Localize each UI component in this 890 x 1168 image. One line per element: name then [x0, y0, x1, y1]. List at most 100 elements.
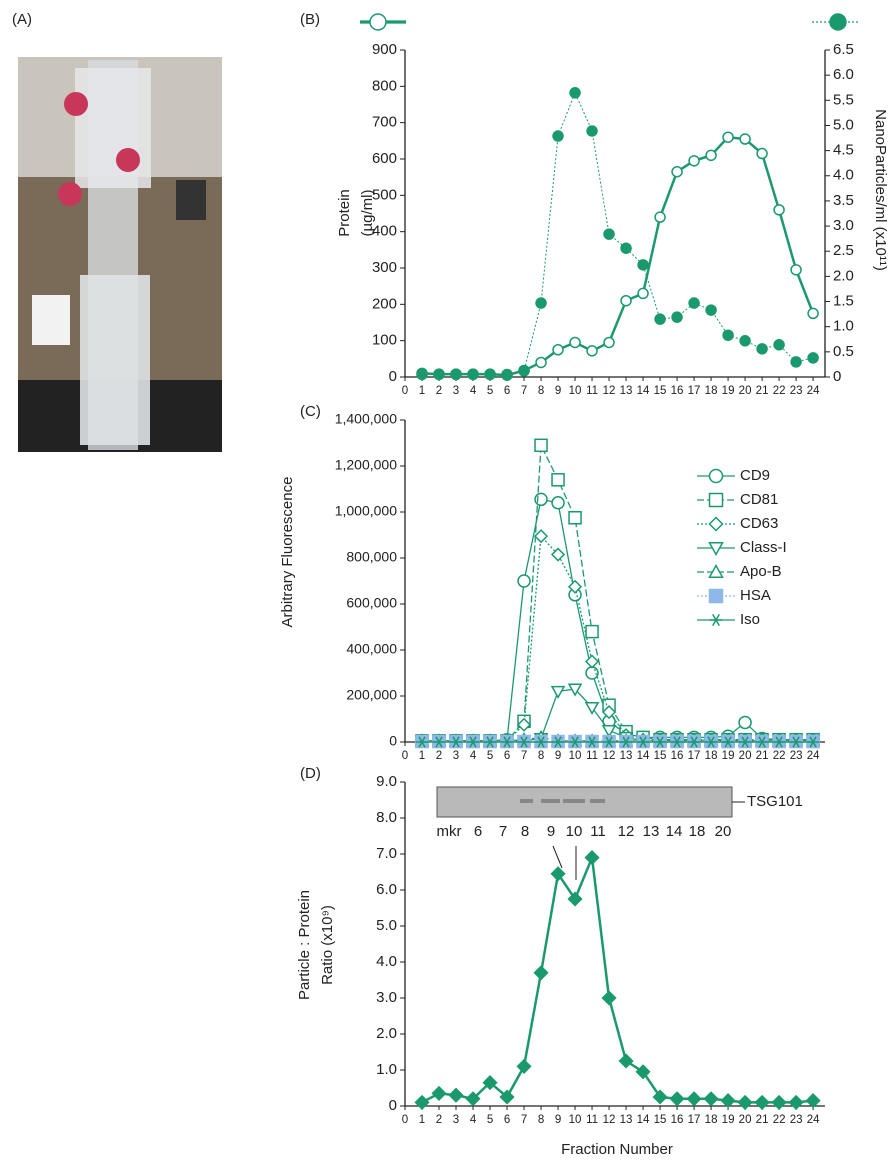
x-tick-label: 13: [620, 385, 633, 397]
marker: [756, 1096, 769, 1109]
x-tick-label: 12: [603, 1114, 616, 1126]
x-tick-label: 19: [722, 1114, 735, 1126]
x-tick-label: 8: [538, 385, 544, 397]
y-axis-label: Ratio (x10⁹): [319, 905, 336, 985]
y2-tick-label: 1.0: [833, 318, 854, 335]
x-tick-label: 10: [569, 750, 582, 762]
x-tick-label: 16: [671, 750, 684, 762]
x-tick-label: 16: [671, 385, 684, 397]
photo-clamp: [64, 92, 88, 116]
marker: [808, 308, 818, 318]
x-tick-label: 1: [419, 385, 425, 397]
x-tick-label: 18: [705, 1114, 718, 1126]
lane-label: 10: [566, 823, 583, 840]
marker: [535, 966, 548, 979]
marker: [553, 131, 563, 141]
marker: [706, 150, 716, 160]
series-line: [422, 137, 813, 375]
photo-reservoir: [75, 68, 151, 188]
y-tick-label: 4.0: [376, 953, 397, 970]
x-tick-label: 15: [654, 750, 667, 762]
x-tick-label: 6: [504, 385, 510, 397]
x-tick-label: 23: [790, 385, 803, 397]
marker: [774, 340, 784, 350]
y2-tick-label: 2.5: [833, 242, 854, 259]
y-tick-label: 800,000: [346, 549, 397, 565]
marker: [710, 470, 723, 483]
y-axis-label: Particle : Protein: [296, 890, 313, 1000]
lane-label: 6: [474, 823, 482, 840]
blot-label: TSG101: [747, 793, 803, 810]
marker: [710, 518, 723, 531]
marker: [370, 14, 386, 30]
y2-tick-label: 0: [833, 368, 841, 385]
y-tick-label: 100: [372, 332, 397, 349]
y-tick-label: 1,400,000: [335, 411, 397, 427]
y-axis-label: (µg/ml): [359, 190, 376, 237]
blot-band: [520, 799, 533, 803]
marker: [451, 369, 461, 379]
marker: [655, 314, 665, 324]
x-tick-label: 17: [688, 1114, 701, 1126]
x-tick-label: 2: [436, 750, 442, 762]
series-line: [422, 689, 813, 741]
x-tick-label: 22: [773, 750, 786, 762]
x-tick-label: 0: [402, 750, 408, 762]
x-tick-label: 22: [773, 1114, 786, 1126]
x-tick-label: 13: [620, 750, 633, 762]
marker: [621, 296, 631, 306]
legend-label: CD63: [740, 515, 778, 532]
marker: [570, 88, 580, 98]
panel-label: (B): [300, 11, 320, 28]
y2-tick-label: 0.5: [833, 343, 854, 360]
marker: [710, 614, 723, 625]
x-tick-label: 21: [756, 385, 769, 397]
marker: [518, 575, 530, 587]
photo-clamp: [58, 182, 82, 206]
x-tick-label: 14: [637, 1114, 650, 1126]
x-tick-label: 8: [538, 750, 544, 762]
lane-label: 9: [547, 823, 555, 840]
y-tick-label: 600: [372, 150, 397, 167]
x-tick-label: 9: [555, 385, 561, 397]
y2-tick-label: 6.0: [833, 66, 854, 83]
marker: [553, 345, 563, 355]
y-tick-label: 800: [372, 77, 397, 94]
marker: [705, 1092, 718, 1105]
x-tick-label: 10: [569, 385, 582, 397]
figure: (A) (B)010020030040050060070080090000.51…: [0, 0, 890, 1163]
marker: [620, 1055, 633, 1068]
x-tick-label: 19: [722, 750, 735, 762]
panel-label: (C): [300, 403, 321, 420]
x-tick-label: 3: [453, 1114, 459, 1126]
marker: [417, 369, 427, 379]
legend-label: HSA: [740, 587, 771, 604]
series-line: [422, 858, 813, 1103]
x-tick-label: 9: [555, 1114, 561, 1126]
marker: [536, 298, 546, 308]
x-tick-label: 21: [756, 750, 769, 762]
lane-label: 20: [715, 823, 732, 840]
marker: [433, 1087, 446, 1100]
blot-band: [590, 799, 605, 803]
x-tick-label: 22: [773, 385, 786, 397]
y-tick-label: 1.0: [376, 1061, 397, 1078]
marker: [416, 1096, 429, 1109]
lane-label: 12: [618, 823, 635, 840]
x-tick-label: 12: [603, 385, 616, 397]
lane-label: 11: [590, 823, 606, 840]
x-tick-label: 3: [453, 750, 459, 762]
y-tick-label: 400,000: [346, 641, 397, 657]
marker: [710, 590, 723, 603]
marker: [791, 265, 801, 275]
y-tick-label: 200,000: [346, 687, 397, 703]
marker: [502, 369, 512, 379]
y-tick-label: 6.0: [376, 881, 397, 898]
marker: [740, 134, 750, 144]
marker: [485, 369, 495, 379]
y-tick-label: 300: [372, 259, 397, 276]
x-tick-label: 13: [620, 1114, 633, 1126]
x-axis-label: Fraction Number: [561, 1141, 673, 1158]
marker: [774, 205, 784, 215]
x-tick-label: 15: [654, 1114, 667, 1126]
